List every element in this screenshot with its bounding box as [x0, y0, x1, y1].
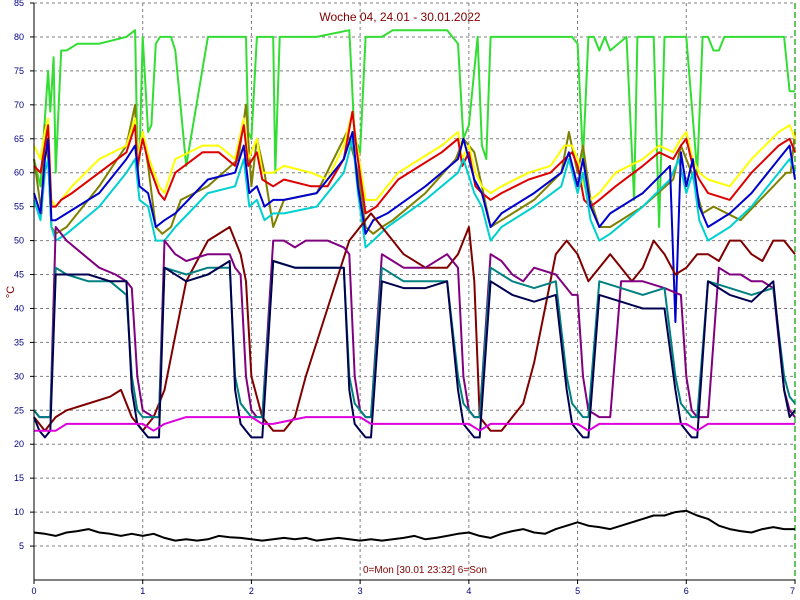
y-axis-label: °C	[5, 286, 17, 298]
y-tick-label: 5	[19, 541, 24, 551]
series-lines	[33, 29, 796, 542]
series-line-1	[33, 29, 795, 228]
y-tick-label: 50	[14, 236, 24, 246]
y-tick-label: 80	[14, 32, 24, 42]
series-line-5	[33, 137, 796, 249]
y-tick-label: 20	[14, 439, 24, 449]
y-tick-label: 15	[14, 473, 24, 483]
y-tick-label: 65	[14, 134, 24, 144]
y-tick-label: 10	[14, 507, 24, 517]
series-line-8	[33, 226, 796, 419]
x-tick-label: 3	[358, 586, 363, 596]
series-line-11	[34, 416, 795, 432]
y-tick-label: 75	[14, 66, 24, 76]
y-tick-label: 85	[14, 0, 24, 8]
y-tick-label: 30	[14, 371, 24, 381]
series-line-12	[33, 509, 795, 542]
series-line-10	[33, 260, 796, 439]
x-tick-label: 1	[140, 586, 145, 596]
y-tick-label: 70	[14, 100, 24, 110]
axes	[30, 2, 796, 584]
series-line-6	[33, 131, 796, 323]
y-tick-label: 45	[14, 270, 24, 280]
y-tick-label: 35	[14, 337, 24, 347]
x-tick-label: 6	[684, 586, 689, 596]
y-tick-label: 60	[14, 168, 24, 178]
x-tick-label: 0	[31, 586, 36, 596]
y-tick-label: 40	[14, 303, 24, 313]
x-tick-label: 7	[790, 586, 795, 596]
series-line-9	[33, 260, 796, 419]
y-tick-label: 25	[14, 405, 24, 415]
chart-title: Woche 04, 24.01 - 30.01.2022	[319, 10, 481, 24]
x-tick-label: 4	[466, 586, 471, 596]
time-annotation: 0=Mon [30.01 23:32] 6=Son	[363, 565, 487, 576]
x-tick-label: 5	[575, 586, 580, 596]
y-tick-label: 55	[14, 202, 24, 212]
x-tick-label: 2	[249, 586, 254, 596]
